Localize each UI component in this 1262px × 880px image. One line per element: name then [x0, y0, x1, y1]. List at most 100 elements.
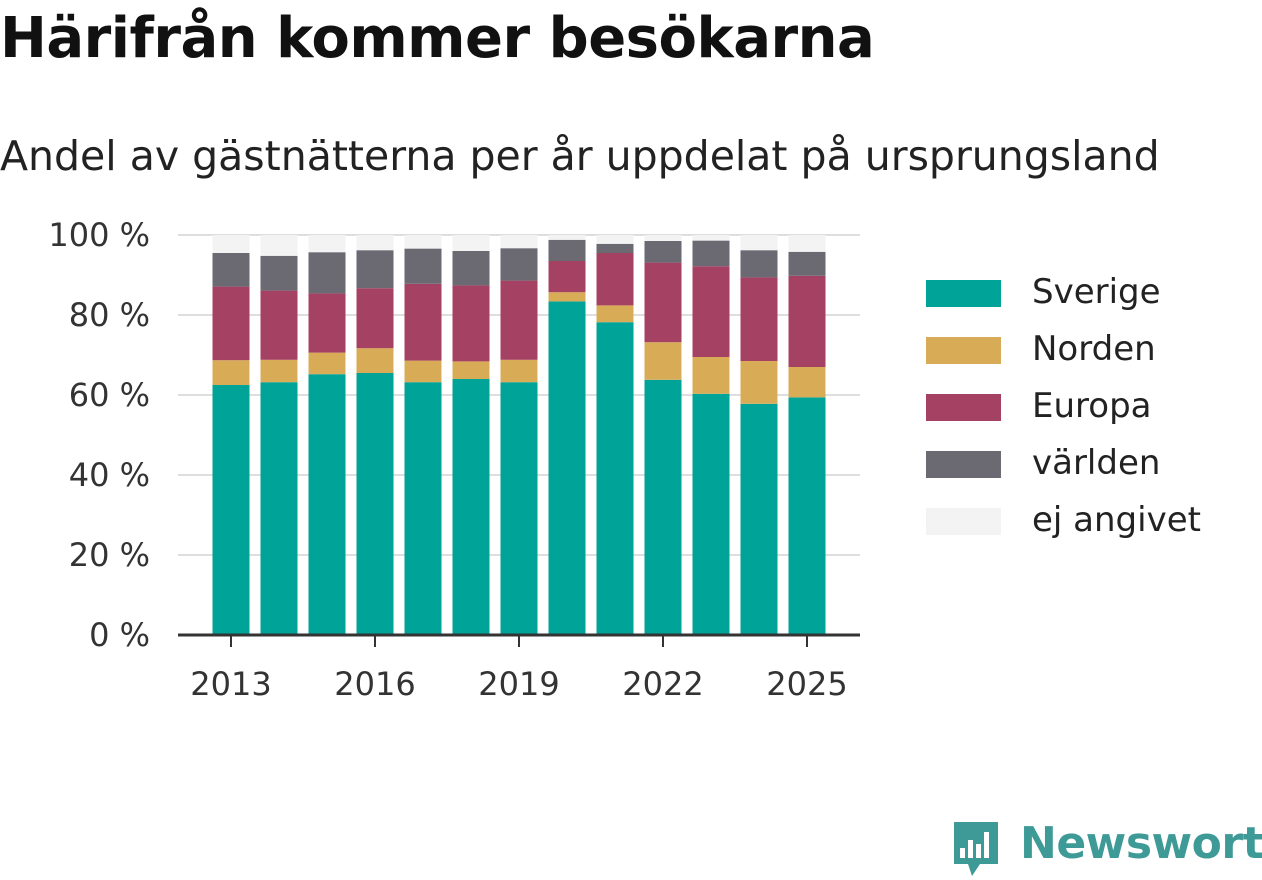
bar-segment: [260, 382, 298, 635]
bar-segment: [212, 253, 250, 287]
bar-segment: [260, 255, 298, 291]
bar-stack-2022: [644, 235, 682, 635]
legend-label: Sverige: [1032, 272, 1161, 312]
bar-segment: [356, 250, 394, 289]
bar-segment: [308, 352, 346, 375]
bar-stack-2021: [596, 235, 634, 635]
bar-segment: [500, 235, 538, 249]
bar-segment: [308, 374, 346, 635]
bar-segment: [740, 235, 778, 251]
bar-segment: [596, 305, 634, 323]
y-tick-label: 20 %: [69, 536, 150, 574]
bar-segment: [308, 293, 346, 353]
brand-name: Newsworthy: [1020, 818, 1262, 869]
bar-segment: [500, 382, 538, 635]
bar-segment: [788, 235, 826, 252]
bar-segment: [644, 262, 682, 343]
bars: [212, 235, 826, 635]
stacked-bar-chart: 0 % 20 % 40 % 60 % 80 % 100 % 2013 2016 2019 202…: [48, 216, 860, 700]
x-tick-label: 2025: [766, 665, 847, 700]
bar-stack-2024: [740, 235, 778, 635]
y-tick-label: 40 %: [69, 456, 150, 494]
bar-segment: [596, 243, 634, 253]
bar-segment: [452, 285, 490, 362]
bar-stack-2023: [692, 235, 730, 635]
bar-segment: [548, 235, 586, 240]
bar-segment: [212, 360, 250, 385]
bar-segment: [404, 283, 442, 361]
bar-segment: [404, 248, 442, 284]
bar-segment: [548, 261, 586, 293]
bar-segment: [596, 235, 634, 244]
legend-label: Norden: [1032, 329, 1156, 369]
bar-segment: [404, 235, 442, 249]
bar-segment: [452, 361, 490, 379]
bar-segment: [404, 382, 442, 635]
bar-segment: [596, 253, 634, 306]
bar-segment: [548, 239, 586, 261]
bar-segment: [740, 277, 778, 361]
chart-title: Härifrån kommer besökarna: [0, 6, 875, 71]
bar-segment: [596, 322, 634, 635]
bar-stack-2017: [404, 235, 442, 635]
bar-segment: [452, 251, 490, 286]
bar-segment: [212, 235, 250, 253]
bar-segment: [260, 359, 298, 383]
bar-segment: [452, 235, 490, 251]
newsworthy-logo-icon: [954, 822, 998, 876]
y-tick-label: 80 %: [69, 296, 150, 334]
bar-segment: [692, 266, 730, 357]
bar-stack-2018: [452, 235, 490, 635]
bar-segment: [548, 292, 586, 302]
bar-segment: [644, 342, 682, 380]
bar-stack-2013: [212, 235, 250, 635]
y-axis-tick-labels: 0 % 20 % 40 % 60 % 80 % 100 %: [48, 216, 150, 654]
bar-segment: [212, 286, 250, 361]
bar-segment: [500, 359, 538, 383]
bar-segment: [788, 251, 826, 276]
bar-segment: [356, 235, 394, 251]
bar-stack-2016: [356, 235, 394, 635]
bar-stack-2014: [260, 235, 298, 635]
bar-segment: [692, 235, 730, 241]
bar-stack-2019: [500, 235, 538, 635]
y-tick-label: 100 %: [48, 216, 150, 254]
legend-label: världen: [1032, 443, 1161, 483]
bar-segment: [452, 379, 490, 635]
bar-segment: [356, 288, 394, 349]
legend-swatch: [926, 508, 1001, 535]
bar-segment: [260, 290, 298, 360]
bar-segment: [356, 373, 394, 635]
bar-segment: [644, 241, 682, 263]
x-tick-label: 2016: [334, 665, 415, 700]
bar-stack-2025: [788, 235, 826, 635]
bar-segment: [788, 367, 826, 398]
bar-segment: [740, 250, 778, 278]
bar-segment: [788, 275, 826, 367]
bar-segment: [692, 393, 730, 635]
legend-label: Europa: [1032, 386, 1152, 426]
bar-segment: [644, 235, 682, 241]
x-tick-label: 2022: [622, 665, 703, 700]
x-tick-label: 2019: [478, 665, 559, 700]
bar-segment: [260, 235, 298, 256]
bar-segment: [212, 385, 250, 635]
bar-segment: [500, 248, 538, 281]
bar-segment: [548, 301, 586, 635]
legend-swatch: [926, 394, 1001, 421]
bar-segment: [692, 357, 730, 394]
bar-segment: [356, 348, 394, 373]
y-tick-label: 60 %: [69, 376, 150, 414]
legend-label: ej angivet: [1032, 500, 1201, 540]
bar-segment: [500, 280, 538, 360]
chart-subtitle: Andel av gästnätterna per år uppdelat på…: [0, 132, 1160, 180]
y-tick-label: 0 %: [89, 616, 150, 654]
bar-segment: [308, 235, 346, 253]
bar-stack-2015: [308, 235, 346, 635]
x-tick-label: 2013: [190, 665, 271, 700]
bar-segment: [404, 360, 442, 383]
legend-swatch: [926, 451, 1001, 478]
bar-segment: [740, 403, 778, 635]
legend-swatch: [926, 337, 1001, 364]
bar-segment: [788, 397, 826, 635]
